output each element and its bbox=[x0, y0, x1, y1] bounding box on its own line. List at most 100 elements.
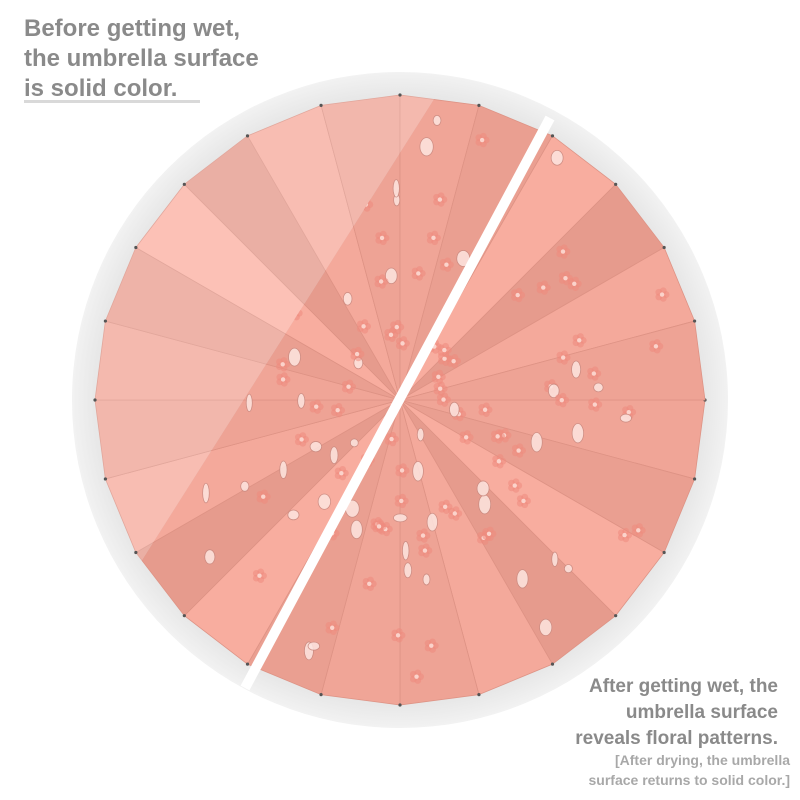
rib-tip bbox=[550, 662, 555, 666]
water-droplet bbox=[204, 549, 216, 565]
floral-pattern bbox=[325, 620, 340, 635]
rib-tip bbox=[134, 245, 138, 250]
floral-pattern bbox=[511, 443, 527, 458]
water-droplet bbox=[392, 179, 400, 198]
floral-pattern bbox=[567, 276, 582, 291]
water-droplet bbox=[530, 432, 543, 453]
water-droplet bbox=[516, 569, 529, 589]
caption-underline bbox=[24, 100, 200, 103]
water-droplet bbox=[240, 480, 250, 492]
floral-pattern bbox=[395, 336, 410, 351]
after-caption-line-1: After getting wet, the bbox=[589, 676, 778, 697]
water-droplet bbox=[426, 512, 438, 532]
floral-pattern bbox=[356, 319, 371, 334]
floral-pattern bbox=[374, 274, 389, 289]
floral-pattern bbox=[309, 399, 324, 414]
water-droplet bbox=[279, 460, 288, 479]
rib-tip bbox=[662, 550, 666, 555]
water-droplet bbox=[401, 541, 410, 561]
floral-pattern bbox=[588, 397, 603, 412]
rib-tip bbox=[134, 550, 138, 555]
floral-pattern bbox=[362, 576, 377, 592]
water-droplet bbox=[432, 114, 442, 126]
floral-pattern bbox=[391, 628, 406, 643]
floral-pattern bbox=[478, 402, 493, 417]
water-droplet bbox=[550, 149, 564, 166]
water-droplet bbox=[478, 494, 492, 515]
floral-pattern bbox=[556, 244, 571, 259]
floral-pattern bbox=[409, 669, 424, 684]
floral-pattern bbox=[555, 392, 570, 408]
water-droplet bbox=[412, 461, 424, 482]
rib-tip bbox=[103, 319, 107, 323]
rib-tip bbox=[693, 477, 697, 481]
rib-tip bbox=[245, 134, 250, 138]
water-droplet bbox=[287, 509, 300, 521]
water-droplet bbox=[309, 441, 323, 453]
water-droplet bbox=[342, 292, 353, 306]
water-droplet bbox=[551, 551, 559, 567]
water-droplet bbox=[593, 382, 604, 393]
water-droplet bbox=[571, 360, 582, 379]
before-wet-caption: Before getting wet, the umbrella surface… bbox=[24, 14, 324, 104]
floral-pattern bbox=[617, 527, 632, 543]
water-droplet bbox=[403, 562, 413, 579]
floral-pattern bbox=[655, 287, 670, 302]
water-droplet bbox=[288, 347, 301, 367]
water-droplet bbox=[422, 573, 431, 586]
floral-pattern bbox=[516, 493, 531, 509]
note-line-1: [After drying, the umbrella bbox=[614, 752, 790, 768]
water-droplet bbox=[349, 438, 359, 448]
floral-pattern bbox=[375, 230, 390, 246]
floral-pattern bbox=[416, 528, 431, 543]
floral-pattern bbox=[411, 266, 426, 281]
floral-pattern bbox=[426, 230, 441, 246]
rib-tip bbox=[182, 614, 186, 618]
floral-pattern bbox=[631, 523, 646, 538]
rib-tip bbox=[319, 693, 323, 697]
floral-pattern bbox=[252, 568, 267, 583]
floral-pattern bbox=[418, 543, 433, 558]
water-droplet bbox=[563, 564, 573, 574]
water-droplet bbox=[619, 413, 632, 423]
after-drying-note: [After drying, the umbrella surface retu… bbox=[490, 750, 791, 790]
rib-tip bbox=[614, 614, 618, 618]
floral-pattern bbox=[490, 429, 506, 444]
floral-pattern bbox=[508, 478, 523, 493]
rib-tip bbox=[398, 93, 402, 97]
rib-tip bbox=[93, 398, 97, 402]
water-droplet bbox=[350, 519, 363, 540]
water-droplet bbox=[297, 393, 306, 409]
floral-pattern bbox=[384, 431, 399, 447]
floral-pattern bbox=[436, 392, 451, 407]
water-droplet bbox=[476, 480, 490, 497]
floral-pattern bbox=[256, 489, 271, 504]
rib-tip bbox=[614, 182, 618, 186]
floral-pattern bbox=[649, 339, 664, 354]
water-droplet bbox=[571, 423, 585, 444]
floral-pattern bbox=[556, 350, 571, 365]
water-droplet bbox=[245, 393, 253, 412]
floral-pattern bbox=[394, 493, 409, 509]
rib-tip bbox=[477, 693, 481, 697]
rib-tip bbox=[550, 134, 555, 138]
floral-pattern bbox=[431, 369, 446, 385]
before-caption-line-3: is solid color. bbox=[24, 75, 178, 102]
floral-pattern bbox=[276, 372, 291, 387]
rib-tip bbox=[662, 245, 666, 250]
floral-pattern bbox=[572, 333, 587, 348]
floral-pattern bbox=[433, 192, 448, 207]
rib-tip bbox=[319, 103, 323, 107]
floral-pattern bbox=[331, 403, 346, 418]
rib-tip bbox=[398, 703, 402, 707]
after-caption-line-2: umbrella surface bbox=[625, 702, 778, 723]
floral-pattern bbox=[511, 287, 526, 303]
floral-pattern bbox=[372, 519, 387, 534]
floral-pattern bbox=[439, 257, 454, 272]
floral-pattern bbox=[475, 132, 490, 148]
water-droplet bbox=[385, 267, 398, 285]
floral-pattern bbox=[334, 465, 349, 481]
rib-tip bbox=[693, 319, 697, 323]
floral-pattern bbox=[448, 506, 463, 521]
